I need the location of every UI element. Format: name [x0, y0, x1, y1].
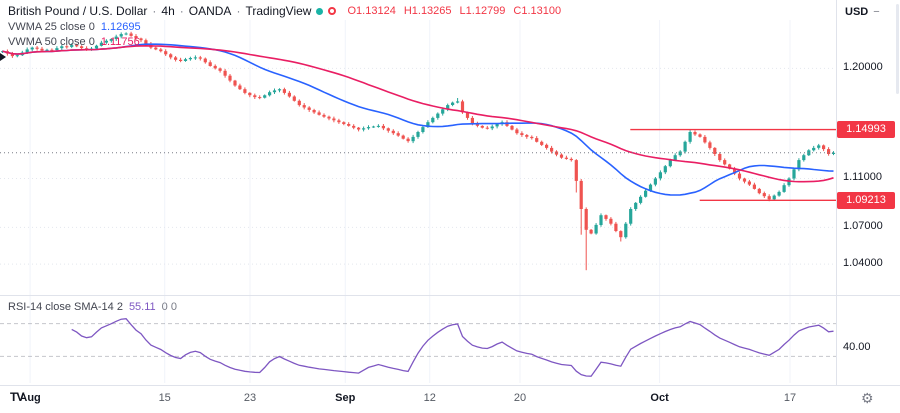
title-row: British Pound / U.S. Dollar · 4h · OANDA… — [8, 4, 561, 18]
vwma50-label: VWMA 50 close 0 — [8, 36, 95, 48]
separator: · — [179, 4, 184, 18]
alert-dot-icon — [328, 7, 337, 15]
price-axis-label: 1.20000 — [843, 61, 883, 74]
tradingview-logo[interactable]: TV — [10, 390, 24, 404]
currency-text: USD — [845, 6, 869, 18]
time-axis-label: Sep — [335, 392, 356, 404]
price-axis[interactable]: USD − 1.20000 1.11000 1.07000 1.04000 1.1499… — [836, 0, 900, 385]
chart-header: British Pound / U.S. Dollar · 4h · OANDA… — [8, 4, 561, 48]
overlay-line[interactable] — [2, 44, 834, 183]
price-axis-label: 1.11000 — [843, 171, 882, 184]
time-axis-label: Aug — [19, 392, 41, 404]
high-value: 1.13265 — [411, 5, 452, 17]
ohlc-readout: O1.13124 H1.13265 L1.12799 C1.13100 — [347, 5, 561, 17]
open-label: O — [347, 5, 357, 17]
settings-gear-icon[interactable]: ⚙ — [861, 390, 874, 406]
vwma25-value: 1.12695 — [100, 21, 141, 33]
interval-label[interactable]: 4h — [161, 4, 175, 18]
separator: · — [236, 4, 241, 18]
vwma50-value: 1.11756 — [100, 36, 140, 48]
time-axis-label: 12 — [423, 392, 436, 404]
market-status-dot-icon — [316, 7, 324, 15]
price-level-badge[interactable]: 1.09213 — [837, 191, 895, 209]
close-label: C — [513, 5, 522, 17]
high-label: H — [403, 5, 412, 17]
rsi-label: RSI-14 close SMA-14 2 — [8, 301, 123, 313]
time-axis-label: 23 — [243, 392, 257, 404]
overlay-line[interactable] — [2, 43, 834, 196]
price-axis-label: 1.07000 — [843, 220, 883, 233]
time-axis-label: 20 — [513, 392, 527, 404]
close-value: 1.13100 — [521, 5, 562, 17]
rsi-legend[interactable]: RSI-14 close SMA-14 2 55.11 0 0 — [8, 301, 177, 313]
candles-layer[interactable] — [0, 31, 836, 271]
price-axis-label: 1.04000 — [843, 257, 883, 270]
left-edge-marker-icon — [0, 53, 6, 61]
exchange-label: OANDA — [188, 4, 232, 18]
rsi-axis-label: 40.00 — [843, 341, 871, 354]
dash-icon: − — [873, 6, 880, 18]
vwma25-label: VWMA 25 close 0 — [8, 21, 95, 33]
time-axis-label: Oct — [650, 392, 669, 404]
time-axis[interactable]: Aug 15 23 Sep 12 20 Oct 17 — [0, 386, 836, 413]
open-value: 1.13124 — [356, 5, 396, 17]
price-level-badge[interactable]: 1.14993 — [837, 121, 895, 139]
vwma25-legend[interactable]: VWMA 25 close 0 1.12695 — [8, 21, 561, 33]
low-value: 1.12799 — [465, 5, 506, 17]
separator: · — [152, 4, 157, 18]
time-axis-label: 17 — [783, 392, 797, 404]
platform-label[interactable]: TradingView — [245, 4, 312, 18]
rsi-pane[interactable] — [0, 318, 836, 377]
low-label: L — [459, 5, 466, 17]
time-axis-label: 15 — [158, 392, 171, 404]
rsi-value: 55.11 — [128, 301, 156, 313]
vwma50-legend[interactable]: VWMA 50 close 0 1.11756 — [8, 36, 561, 48]
currency-label[interactable]: USD − — [845, 6, 880, 18]
scrollbar[interactable] — [896, 4, 899, 94]
symbol-title[interactable]: British Pound / U.S. Dollar — [8, 4, 148, 18]
grid-layer — [0, 20, 836, 383]
rsi-extra-values: 0 0 — [161, 301, 177, 313]
